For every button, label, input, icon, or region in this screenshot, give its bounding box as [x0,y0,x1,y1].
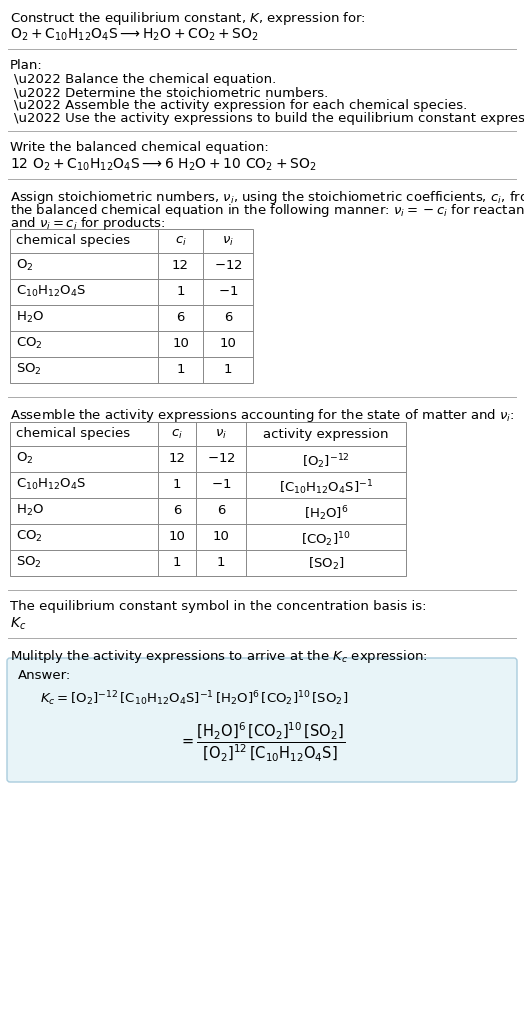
Text: $[\mathrm{CO_2}]^{10}$: $[\mathrm{CO_2}]^{10}$ [301,530,351,548]
Text: the balanced chemical equation in the following manner: $\nu_i = -c_i$ for react: the balanced chemical equation in the fo… [10,202,524,219]
Text: $c_i$: $c_i$ [174,235,187,249]
Text: 6: 6 [217,504,225,517]
Text: $\mathrm{12\ O_2 + C_{10}H_{12}O_4S \longrightarrow 6\ H_2O + 10\ CO_2 + SO_2}$: $\mathrm{12\ O_2 + C_{10}H_{12}O_4S \lon… [10,157,316,174]
Text: $\mathrm{O_2}$: $\mathrm{O_2}$ [16,451,34,466]
Text: The equilibrium constant symbol in the concentration basis is:: The equilibrium constant symbol in the c… [10,601,427,613]
Text: $\mathrm{O_2 + C_{10}H_{12}O_4S \longrightarrow H_2O + CO_2 + SO_2}$: $\mathrm{O_2 + C_{10}H_{12}O_4S \longrig… [10,27,259,43]
Text: Answer:: Answer: [18,669,71,682]
Text: $\mathrm{CO_2}$: $\mathrm{CO_2}$ [16,336,43,351]
Text: $\mathrm{SO_2}$: $\mathrm{SO_2}$ [16,555,42,570]
Text: $\mathrm{C_{10}H_{12}O_4S}$: $\mathrm{C_{10}H_{12}O_4S}$ [16,284,86,299]
Text: Write the balanced chemical equation:: Write the balanced chemical equation: [10,141,269,154]
Text: and $\nu_i = c_i$ for products:: and $\nu_i = c_i$ for products: [10,215,166,232]
Text: 1: 1 [217,555,225,569]
Text: $\mathrm{SO_2}$: $\mathrm{SO_2}$ [16,362,42,377]
FancyBboxPatch shape [7,658,517,782]
Text: Assemble the activity expressions accounting for the state of matter and $\nu_i$: Assemble the activity expressions accoun… [10,407,515,424]
Bar [10,229,253,383]
Text: 1: 1 [176,285,185,298]
Text: $K_c$: $K_c$ [10,616,26,632]
Text: \u2022 Use the activity expressions to build the equilibrium constant expression: \u2022 Use the activity expressions to b… [14,112,524,125]
Text: \u2022 Determine the stoichiometric numbers.: \u2022 Determine the stoichiometric numb… [14,86,328,99]
Bar [10,422,406,576]
Text: $-12$: $-12$ [214,259,242,272]
Text: $[\mathrm{SO_2}]$: $[\mathrm{SO_2}]$ [308,555,344,572]
Text: chemical species: chemical species [16,427,130,440]
Text: 1: 1 [173,555,181,569]
Text: $\nu_i$: $\nu_i$ [222,235,234,249]
Text: Construct the equilibrium constant, $K$, expression for:: Construct the equilibrium constant, $K$,… [10,10,366,27]
Text: $-12$: $-12$ [206,452,235,465]
Text: 10: 10 [220,337,236,350]
Text: 12: 12 [169,452,185,465]
Text: $[\mathrm{C_{10}H_{12}O_4S}]^{-1}$: $[\mathrm{C_{10}H_{12}O_4S}]^{-1}$ [279,478,373,497]
Text: 1: 1 [173,478,181,491]
Text: $K_c = [\mathrm{O_2}]^{-12}\,[\mathrm{C_{10}H_{12}O_4S}]^{-1}\,[\mathrm{H_2O}]^6: $K_c = [\mathrm{O_2}]^{-12}\,[\mathrm{C_… [40,690,348,708]
Text: $c_i$: $c_i$ [171,428,183,441]
Text: $\mathrm{CO_2}$: $\mathrm{CO_2}$ [16,529,43,544]
Text: Plan:: Plan: [10,59,43,72]
Text: 10: 10 [172,337,189,350]
Text: 6: 6 [224,311,232,324]
Text: $\nu_i$: $\nu_i$ [215,428,227,441]
Text: $[\mathrm{H_2O}]^6$: $[\mathrm{H_2O}]^6$ [304,504,348,523]
Text: chemical species: chemical species [16,234,130,247]
Text: $[\mathrm{O_2}]^{-12}$: $[\mathrm{O_2}]^{-12}$ [302,452,350,471]
Text: activity expression: activity expression [263,428,389,441]
Text: 1: 1 [224,363,232,376]
Text: $\mathrm{C_{10}H_{12}O_4S}$: $\mathrm{C_{10}H_{12}O_4S}$ [16,477,86,492]
Text: 6: 6 [173,504,181,517]
Text: Mulitply the activity expressions to arrive at the $K_c$ expression:: Mulitply the activity expressions to arr… [10,648,428,665]
Text: 1: 1 [176,363,185,376]
Text: $\mathrm{H_2O}$: $\mathrm{H_2O}$ [16,310,44,325]
Text: $-1$: $-1$ [211,478,231,491]
Text: Assign stoichiometric numbers, $\nu_i$, using the stoichiometric coefficients, $: Assign stoichiometric numbers, $\nu_i$, … [10,189,524,206]
Text: $-1$: $-1$ [218,285,238,298]
Text: 10: 10 [169,530,185,543]
Text: $= \dfrac{[\mathrm{H_2O}]^6\,[\mathrm{CO_2}]^{10}\,[\mathrm{SO_2}]}{[\mathrm{O_2: $= \dfrac{[\mathrm{H_2O}]^6\,[\mathrm{CO… [179,721,345,764]
Text: 12: 12 [172,259,189,272]
Text: 6: 6 [176,311,184,324]
Text: $\mathrm{H_2O}$: $\mathrm{H_2O}$ [16,503,44,518]
Text: $\mathrm{O_2}$: $\mathrm{O_2}$ [16,258,34,273]
Text: \u2022 Balance the chemical equation.: \u2022 Balance the chemical equation. [14,73,276,86]
Text: 10: 10 [213,530,230,543]
Text: \u2022 Assemble the activity expression for each chemical species.: \u2022 Assemble the activity expression … [14,99,467,112]
